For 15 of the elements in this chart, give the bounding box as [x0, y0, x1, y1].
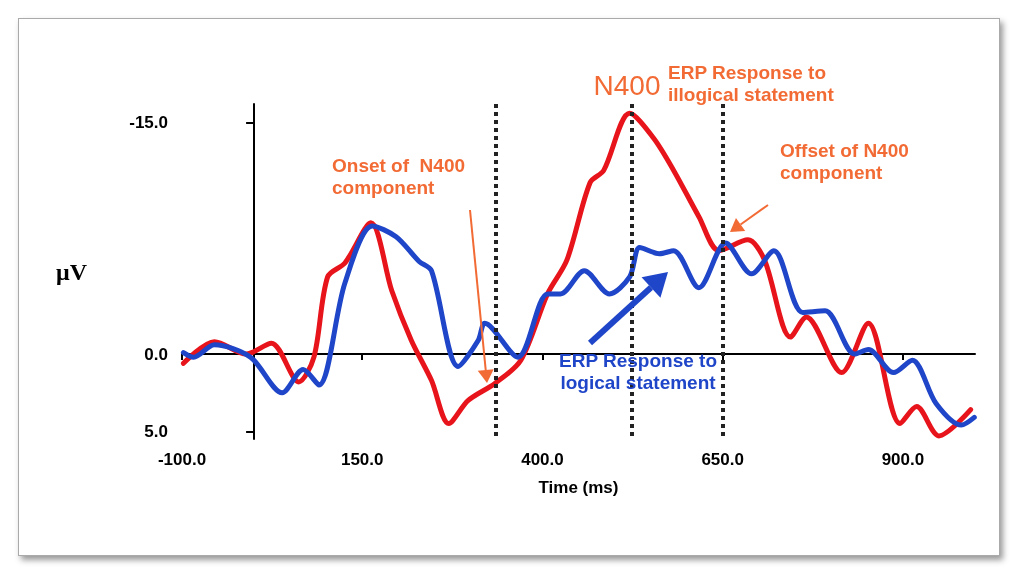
x-tick-label: 650.0 — [701, 450, 744, 469]
annotation: ERP Response to logical statement — [558, 350, 718, 394]
y-tick-label: -15.0 — [129, 113, 168, 133]
y-tick-label: 5.0 — [144, 421, 168, 441]
y-axis-title: μV — [56, 258, 88, 285]
x-axis-title: Time (ms) — [538, 478, 619, 497]
text: N400 — [593, 70, 661, 101]
x-tick-label: 400.0 — [521, 450, 564, 469]
x-tick-label: -100.0 — [157, 450, 207, 469]
x-tick-label: 150.0 — [340, 450, 384, 469]
annotation: Onset of N400 component — [332, 155, 467, 199]
y-tick-label: 0.0 — [144, 344, 168, 364]
x-tick-label: 900.0 — [881, 450, 925, 469]
annotation: Offset of N400 component — [780, 140, 910, 184]
annotation: ERP Response to illogical statement — [668, 62, 835, 106]
